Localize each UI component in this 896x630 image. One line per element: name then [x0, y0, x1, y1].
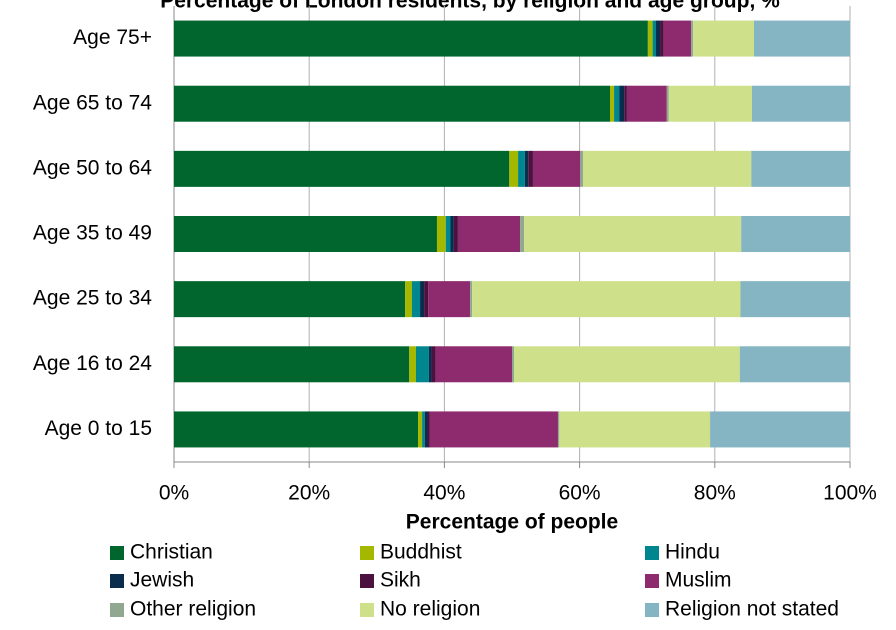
legend-swatch	[645, 546, 659, 560]
y-tick-label: Age 25 to 34	[33, 287, 152, 310]
bar-segment	[710, 411, 850, 448]
bar-segment	[472, 281, 741, 318]
legend-swatch	[645, 574, 659, 588]
bar-segment	[174, 411, 419, 448]
x-tick-label: 20%	[288, 482, 330, 505]
bar-segment	[411, 281, 421, 318]
bar-segment	[174, 346, 410, 383]
bar-segment	[557, 411, 560, 448]
bar-segment	[420, 281, 425, 318]
bar-segment	[524, 150, 529, 187]
legend-label: Religion not stated	[665, 598, 839, 621]
bar-segment	[739, 346, 850, 383]
bar-segment	[751, 85, 850, 122]
bar-segment	[418, 411, 423, 448]
bar-segment	[422, 411, 425, 448]
bar-segment	[524, 216, 742, 252]
x-tick-label: 100%	[823, 482, 877, 505]
y-tick-label: Age 16 to 24	[33, 352, 152, 375]
bar-segment	[693, 20, 755, 57]
bar-segment	[509, 150, 519, 187]
bar-segment	[174, 216, 437, 252]
bar-segment	[741, 216, 850, 252]
y-tick-label: Age 50 to 64	[33, 156, 152, 179]
legend-label: Sikh	[380, 569, 421, 592]
legend-swatch	[360, 574, 374, 588]
bar-segment	[582, 150, 752, 187]
legend-label: Other religion	[130, 598, 256, 621]
bar-segment	[174, 281, 406, 318]
legend-swatch	[110, 546, 124, 560]
chart-title: Percentage of London residents, by relig…	[160, 0, 780, 13]
y-tick-label: Age 65 to 74	[33, 91, 152, 114]
legend-swatch	[360, 546, 374, 560]
bar-segment	[470, 281, 473, 318]
bar-segment	[559, 411, 711, 448]
x-tick-label: 80%	[694, 482, 736, 505]
bar-segment	[614, 85, 620, 122]
bar-segment	[660, 20, 664, 57]
legend-label: Buddhist	[380, 541, 462, 564]
bar-segment	[431, 346, 436, 383]
bar-segment	[174, 85, 611, 122]
bar-segment	[445, 216, 451, 252]
legend-label: No religion	[380, 598, 480, 621]
bar-segment	[416, 346, 429, 383]
legend-label: Muslim	[665, 569, 732, 592]
bar-segment	[655, 20, 661, 57]
bar-segment	[652, 20, 656, 57]
bar-segment	[740, 281, 850, 318]
y-tick-label: Age 0 to 15	[45, 417, 152, 440]
bar-segment	[580, 150, 583, 187]
y-tick-label: Age 35 to 49	[33, 222, 152, 245]
legend-swatch	[360, 603, 374, 617]
legend-swatch	[645, 603, 659, 617]
bar-segment	[754, 20, 850, 57]
y-tick-label: Age 75+	[73, 26, 152, 49]
bar-segment	[666, 85, 669, 122]
bar-segment	[435, 346, 512, 383]
bar-segment	[532, 150, 581, 187]
bar-segment	[424, 411, 428, 448]
bar-segment	[647, 20, 653, 57]
bar-segment	[409, 346, 417, 383]
bar-segment	[610, 85, 615, 122]
bar-segment	[436, 216, 446, 252]
bar-segment	[751, 150, 850, 187]
bar-segment	[520, 216, 525, 252]
x-tick-label: 40%	[423, 482, 465, 505]
bar-segment	[453, 216, 458, 252]
bar-segment	[626, 85, 667, 122]
legend-label: Jewish	[130, 569, 194, 592]
bar-segment	[514, 346, 740, 383]
x-axis-title: Percentage of people	[406, 511, 618, 534]
bar-segment	[428, 346, 432, 383]
bar-segment	[663, 20, 692, 57]
bar-segment	[624, 85, 627, 122]
bar-segment	[405, 281, 412, 318]
legend-swatch	[110, 574, 124, 588]
bar-segment	[424, 281, 429, 318]
bar-segment	[174, 150, 510, 187]
bar-segment	[518, 150, 525, 187]
bar-segment	[450, 216, 454, 252]
bar-segment	[429, 411, 558, 448]
bar-segment	[457, 216, 521, 252]
bar-segment	[174, 20, 648, 57]
bar-segment	[528, 150, 533, 187]
x-tick-label: 60%	[559, 482, 601, 505]
legend-swatch	[110, 603, 124, 617]
bar-segment	[619, 85, 625, 122]
bar-segment	[691, 20, 694, 57]
bar-segment	[427, 411, 430, 448]
legend-label: Hindu	[665, 541, 720, 564]
bar-segment	[668, 85, 752, 122]
legend-label: Christian	[130, 541, 213, 564]
x-tick-label: 0%	[159, 482, 189, 505]
bar-segment	[428, 281, 471, 318]
bar-segment	[512, 346, 515, 383]
